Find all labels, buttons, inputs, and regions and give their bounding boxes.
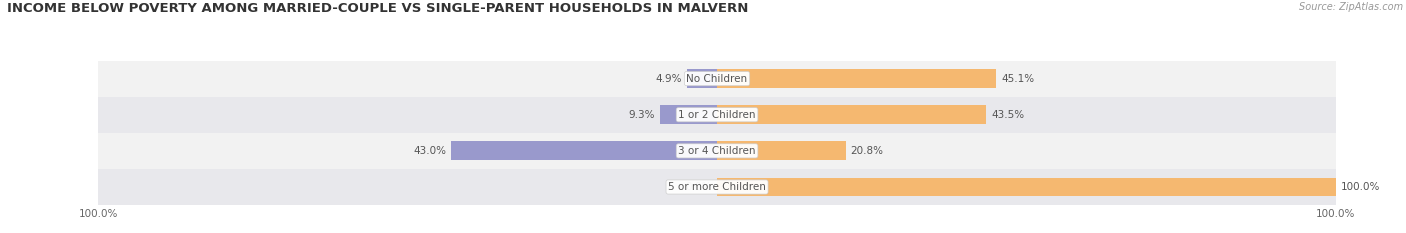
- Bar: [717, 69, 995, 88]
- Text: 43.5%: 43.5%: [991, 110, 1024, 120]
- Text: INCOME BELOW POVERTY AMONG MARRIED-COUPLE VS SINGLE-PARENT HOUSEHOLDS IN MALVERN: INCOME BELOW POVERTY AMONG MARRIED-COUPL…: [7, 2, 748, 15]
- Bar: [717, 178, 1336, 196]
- Bar: [686, 69, 717, 88]
- Text: 20.8%: 20.8%: [851, 146, 884, 156]
- Bar: [717, 141, 846, 160]
- Text: 43.0%: 43.0%: [413, 146, 446, 156]
- Text: No Children: No Children: [686, 74, 748, 84]
- Text: 3 or 4 Children: 3 or 4 Children: [678, 146, 756, 156]
- Text: 45.1%: 45.1%: [1001, 74, 1035, 84]
- Bar: [659, 105, 717, 124]
- Bar: [717, 105, 986, 124]
- Bar: [98, 169, 1336, 205]
- Text: 4.9%: 4.9%: [655, 74, 682, 84]
- Bar: [98, 133, 1336, 169]
- Bar: [98, 61, 1336, 97]
- Bar: [98, 97, 1336, 133]
- Text: 5 or more Children: 5 or more Children: [668, 182, 766, 192]
- Bar: [451, 141, 717, 160]
- Text: 0.0%: 0.0%: [686, 182, 711, 192]
- Text: 100.0%: 100.0%: [1341, 182, 1381, 192]
- Text: 1 or 2 Children: 1 or 2 Children: [678, 110, 756, 120]
- Text: 9.3%: 9.3%: [628, 110, 655, 120]
- Text: Source: ZipAtlas.com: Source: ZipAtlas.com: [1299, 2, 1403, 12]
